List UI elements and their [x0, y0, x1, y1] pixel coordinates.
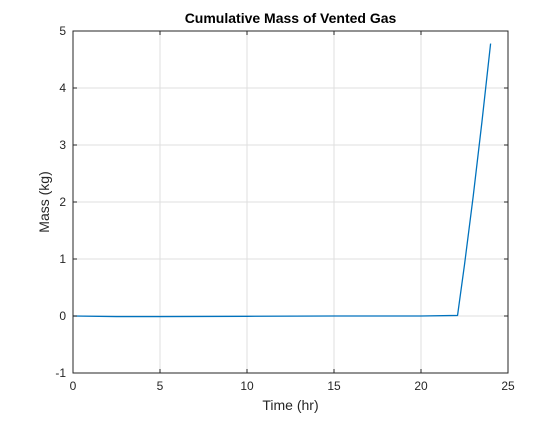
y-tick-label: 2: [59, 195, 66, 209]
x-tick-label: 20: [414, 379, 428, 393]
chart-title: Cumulative Mass of Vented Gas: [185, 10, 397, 26]
x-tick-label: 15: [327, 379, 341, 393]
y-tick-label: 3: [59, 138, 66, 152]
y-tick-label: 5: [59, 24, 66, 38]
tick-labels: 0 5 10 15 20 25 -1 0 1 2 3 4 5: [55, 24, 515, 393]
x-tick-label: 5: [157, 379, 164, 393]
y-tick-label: 1: [59, 252, 66, 266]
x-axis-label: Time (hr): [262, 397, 318, 413]
y-tick-label: -1: [55, 366, 66, 380]
y-axis-label: Mass (kg): [36, 171, 52, 232]
x-tick-label: 25: [501, 379, 515, 393]
ticks: [72, 30, 509, 374]
series-line-0: [72, 43, 492, 318]
x-tick-label: 10: [240, 379, 254, 393]
y-tick-label: 4: [59, 81, 66, 95]
x-tick-label: 0: [70, 379, 77, 393]
y-tick-label: 0: [59, 309, 66, 323]
series-layer: [72, 43, 492, 318]
